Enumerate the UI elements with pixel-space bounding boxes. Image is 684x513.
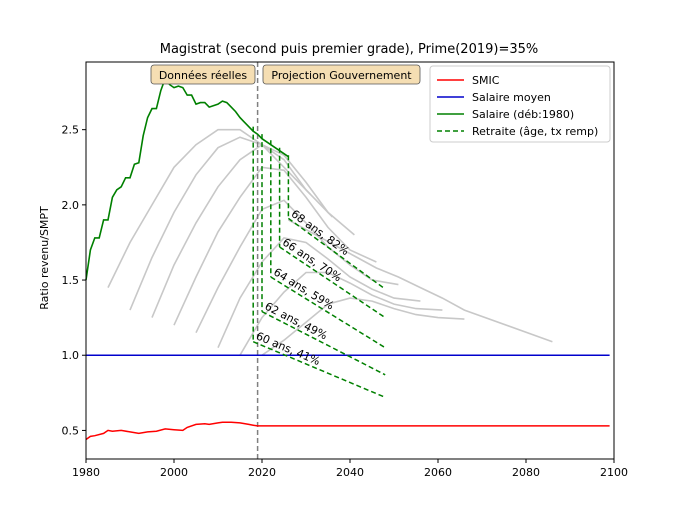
retirement-line-1: [261, 310, 386, 376]
x-tick-label-2: 2020: [248, 466, 276, 479]
phase-label-box-1: [262, 64, 421, 85]
ghost-curve-0: [107, 128, 311, 288]
ghost-curve-4: [195, 199, 399, 334]
y-tick-label-3: 2.0: [62, 199, 80, 212]
y-tick-label-0: 0.5: [62, 424, 80, 437]
series-line-smic: [85, 421, 610, 441]
ghost-curve-7: [261, 297, 465, 356]
phase-label-1: Projection Gouvernement: [271, 69, 412, 82]
x-tick-label-4: 2060: [424, 466, 452, 479]
retirement-line-0: [252, 341, 386, 399]
phase-label-box-0: [150, 64, 256, 85]
ghost-curve-2: [151, 143, 355, 318]
ghost-curve-3: [173, 166, 377, 326]
ghost-curve-6: [239, 271, 443, 356]
retirement-line-4: [287, 217, 386, 290]
chart-title: Magistrat (second puis premier grade), P…: [160, 42, 539, 57]
y-axis-label: Ratio revenu/SMPT: [38, 206, 51, 310]
retirement-line-3: [279, 246, 386, 319]
series-line-salaire: [85, 76, 289, 281]
x-tick-label-1: 2000: [160, 466, 188, 479]
x-tick-label-6: 2100: [600, 466, 628, 479]
y-tick-label-4: 2.5: [62, 124, 80, 137]
x-tick-label-5: 2080: [512, 466, 540, 479]
legend-box: [429, 65, 611, 143]
legend-label-0: SMIC: [472, 74, 500, 87]
legend-label-1: Salaire moyen: [472, 91, 551, 104]
x-tick-label-0: 1980: [72, 466, 100, 479]
legend-label-2: Salaire (déb:1980): [472, 108, 574, 121]
x-tick-label-3: 2040: [336, 466, 364, 479]
phase-label-0: Données réelles: [159, 69, 248, 82]
ghost-curve-8: [288, 219, 553, 343]
ghost-curve-5: [217, 237, 421, 349]
y-tick-label-1: 1.0: [62, 349, 80, 362]
retirement-line-2: [270, 276, 386, 349]
ghost-curve-1: [129, 136, 333, 311]
legend-label-3: Retraite (âge, tx remp): [472, 125, 598, 138]
y-tick-label-2: 1.5: [62, 274, 80, 287]
legend: SMIC Salaire moyen Salaire (déb:1980) Retra…: [429, 65, 611, 143]
